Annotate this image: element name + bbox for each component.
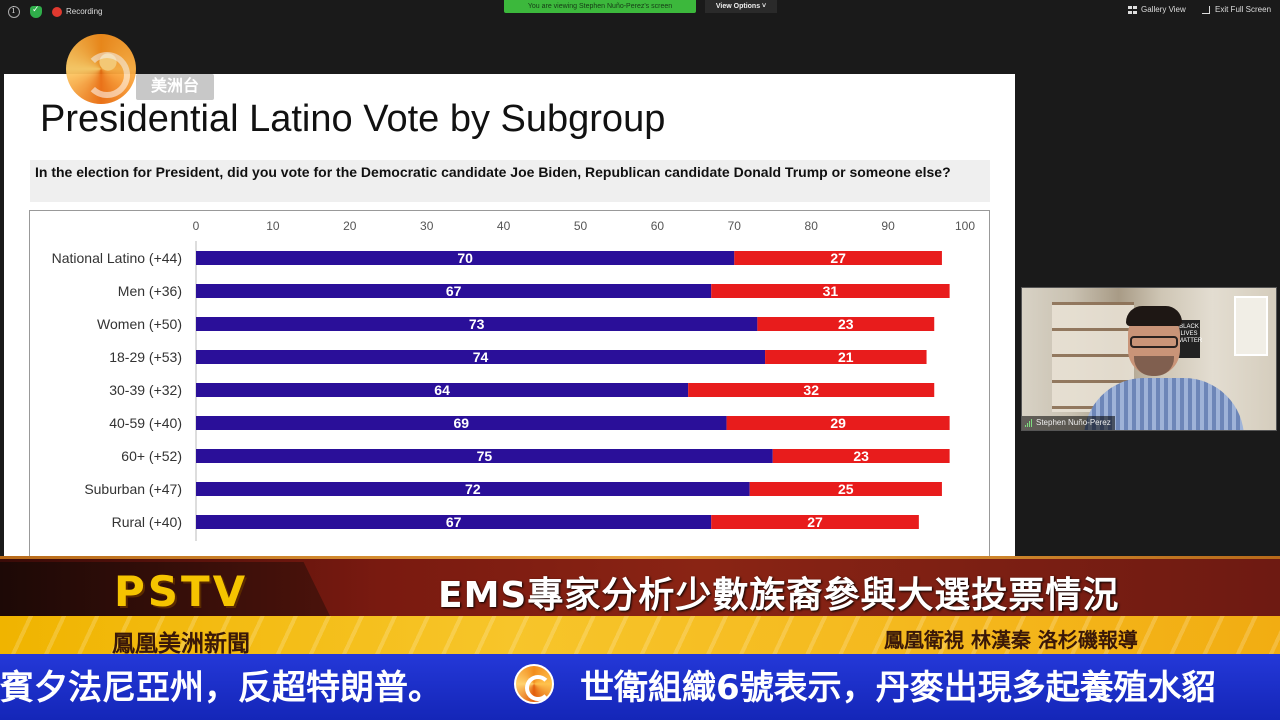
biden-value-label: 67 <box>446 514 462 530</box>
biden-bar <box>196 284 712 298</box>
biden-value-label: 73 <box>469 316 485 332</box>
participant-name: Stephen Nuño-Perez <box>1036 418 1111 427</box>
biden-bar <box>196 317 758 331</box>
x-tick-label: 0 <box>193 219 200 233</box>
category-label: 18-29 (+53) <box>109 349 182 365</box>
x-tick-label: 30 <box>420 219 434 233</box>
trump-value-label: 27 <box>807 514 823 530</box>
trump-bar <box>711 515 919 529</box>
recording-label: Recording <box>66 7 103 16</box>
participant-name-tag: Stephen Nuño-Perez <box>1022 416 1115 430</box>
beard <box>1134 356 1174 376</box>
biden-value-label: 64 <box>434 382 450 398</box>
trump-bar <box>726 416 950 430</box>
category-label: 30-39 (+32) <box>109 382 182 398</box>
news-lower-third: PSTV EMS專家分析少數族裔參與大選投票情況 鳳凰美洲新聞 鳳凰衛視 林漢秦… <box>0 556 1280 720</box>
ticker-text-right: 世衛組織6號表示，丹麥出現多起養殖水貂 <box>580 668 1216 708</box>
channel-name: PSTV <box>114 567 249 616</box>
gallery-view-button[interactable]: Gallery View <box>1126 2 1192 18</box>
x-tick-label: 70 <box>728 219 742 233</box>
question-text: In the election for President, did you v… <box>35 164 951 180</box>
biden-bar <box>196 482 750 496</box>
trump-bar <box>757 317 935 331</box>
trump-value-label: 32 <box>803 382 819 398</box>
category-label: National Latino (+44) <box>52 250 182 266</box>
biden-bar <box>196 251 735 265</box>
category-label: 60+ (+52) <box>121 448 182 464</box>
category-label: 40-59 (+40) <box>109 415 182 431</box>
trump-value-label: 27 <box>830 250 846 266</box>
logo-text: 美洲台 <box>136 74 214 100</box>
biden-bar <box>196 515 712 529</box>
ticker-text-left: 賓夕法尼亞州，反超特朗普。 <box>0 668 442 708</box>
exit-full-screen-label: Exit Full Screen <box>1215 5 1272 14</box>
biden-value-label: 69 <box>454 415 470 431</box>
x-tick-label: 10 <box>266 219 280 233</box>
question-box: In the election for President, did you v… <box>30 160 990 202</box>
x-tick-label: 20 <box>343 219 357 233</box>
biden-value-label: 72 <box>465 481 481 497</box>
x-tick-label: 50 <box>574 219 588 233</box>
x-tick-label: 40 <box>497 219 511 233</box>
biden-value-label: 74 <box>473 349 489 365</box>
trump-bar <box>688 383 935 397</box>
info-icon[interactable] <box>8 6 20 18</box>
participant-video-tile[interactable]: BLACK LIVES MATTER Stephen Nuño-Perez <box>1021 287 1277 431</box>
x-tick-label: 90 <box>881 219 895 233</box>
exit-full-screen-button[interactable]: Exit Full Screen <box>1200 2 1276 18</box>
recording-icon <box>52 7 62 17</box>
channel-logo: 美洲台 <box>64 32 216 106</box>
phoenix-logo-icon <box>66 34 136 104</box>
shield-icon[interactable] <box>30 4 42 18</box>
trump-value-label: 31 <box>823 283 839 299</box>
trump-bar <box>749 482 942 496</box>
x-tick-label: 100 <box>955 219 975 233</box>
person-hair <box>1126 306 1182 326</box>
trump-value-label: 25 <box>838 481 854 497</box>
bar-chart: 0 10 20 30 40 50 60 70 80 90 100 National Latino (+… <box>52 219 975 541</box>
biden-value-label: 70 <box>457 250 473 266</box>
category-label: Rural (+40) <box>112 514 182 530</box>
trump-value-label: 23 <box>838 316 854 332</box>
glasses <box>1130 336 1178 348</box>
x-tick-label: 60 <box>651 219 665 233</box>
poster: BLACK LIVES MATTER <box>1178 320 1202 358</box>
zoom-top-bar: Recording You are viewing Stephen Nuño-P… <box>0 0 1280 24</box>
category-label: Suburban (+47) <box>84 481 182 497</box>
trump-bar <box>711 284 950 298</box>
phoenix-ticker-icon <box>514 664 554 704</box>
biden-value-label: 75 <box>477 448 493 464</box>
biden-bar <box>196 449 773 463</box>
viewing-screen-banner: You are viewing Stephen Nuño-Perez's scr… <box>504 0 696 13</box>
channel-band <box>0 562 330 616</box>
signal-strength-icon <box>1025 419 1033 427</box>
trump-bar <box>734 251 942 265</box>
category-label: Women (+50) <box>97 316 182 332</box>
trump-value-label: 21 <box>838 349 854 365</box>
exit-fullscreen-icon <box>1202 6 1210 14</box>
biden-bar <box>196 350 766 364</box>
x-tick-label: 80 <box>805 219 819 233</box>
biden-bar <box>196 383 689 397</box>
biden-bar <box>196 416 727 430</box>
shared-slide: Presidential Latino Vote by Subgroup In … <box>4 74 1015 574</box>
ticker-band <box>0 654 1280 720</box>
reporter-credit: 鳳凰衛視 林漢秦 洛杉磯報導 <box>884 628 1138 652</box>
program-name: 鳳凰美洲新聞 <box>112 631 250 657</box>
view-options-button[interactable]: View Options ˅ <box>705 0 777 13</box>
trump-bar <box>772 449 950 463</box>
grid-icon <box>1128 6 1137 14</box>
gallery-view-label: Gallery View <box>1141 5 1186 14</box>
biden-value-label: 67 <box>446 283 462 299</box>
trump-value-label: 23 <box>853 448 869 464</box>
slide-title: Presidential Latino Vote by Subgroup <box>40 98 666 140</box>
trump-value-label: 29 <box>830 415 846 431</box>
window <box>1234 296 1268 356</box>
program-band <box>0 616 1280 654</box>
news-headline: EMS專家分析少數族裔參與大選投票情況 <box>438 575 1120 616</box>
chart-frame: 0 10 20 30 40 50 60 70 80 90 100 National Latino (+… <box>29 210 990 574</box>
category-label: Men (+36) <box>118 283 182 299</box>
trump-bar <box>765 350 927 364</box>
